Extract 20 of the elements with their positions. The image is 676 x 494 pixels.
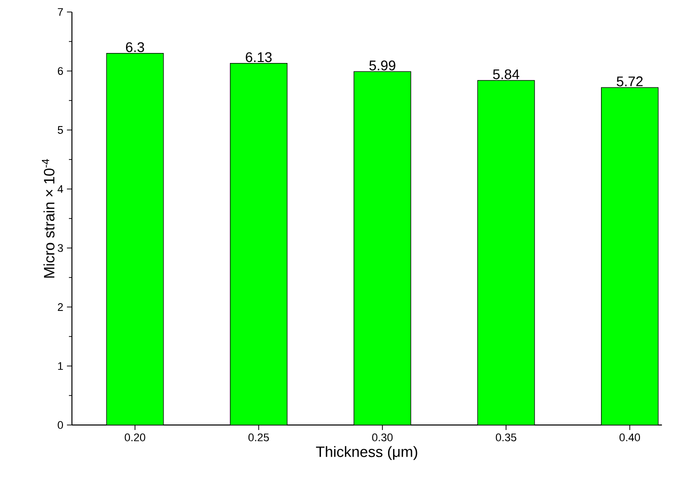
y-tick-label: 3 — [58, 244, 63, 252]
x-tick-label: 0.20 — [124, 434, 146, 442]
y-tick-label: 4 — [58, 185, 64, 193]
x-tick-label: 0.30 — [372, 434, 393, 442]
y-tick-label: 1 — [58, 362, 63, 370]
y-tick-label: 6 — [58, 67, 63, 75]
data-label: 5.99 — [369, 60, 396, 70]
y-tick-label: 2 — [58, 303, 63, 311]
y-tick-label: 7 — [58, 8, 63, 16]
y-tick-label: 5 — [58, 126, 63, 134]
x-tick-label: 0.35 — [496, 434, 516, 442]
x-tick-label: 0.40 — [620, 434, 640, 442]
data-label: 5.84 — [493, 69, 520, 80]
y-axis-title: Micro strain × 10$^{-4}$ — [42, 158, 54, 278]
data-label: 6.3 — [126, 42, 144, 52]
y-tick-label: 0 — [58, 421, 63, 429]
x-tick-label: 0.25 — [248, 434, 269, 442]
x-axis-title: Thickness (μm) — [316, 446, 418, 460]
data-label: 5.72 — [616, 76, 643, 86]
data-label: 6.13 — [246, 52, 272, 62]
